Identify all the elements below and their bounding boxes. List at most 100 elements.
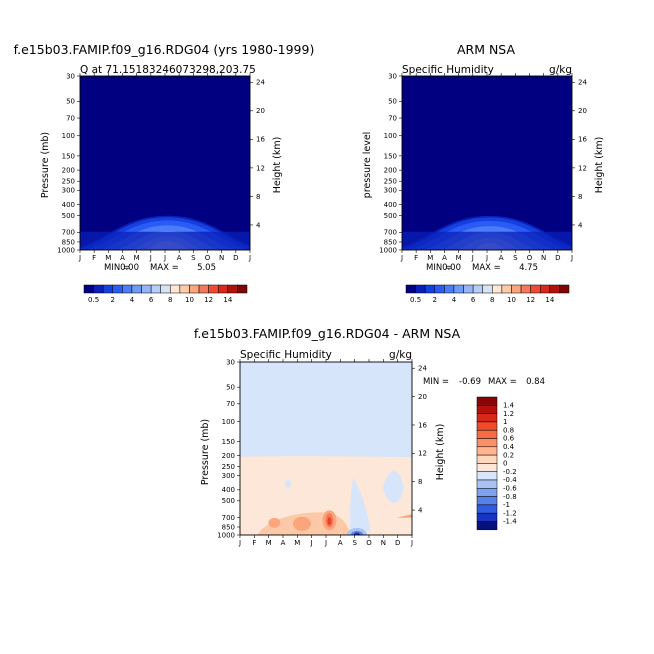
colorbar-label: 1 <box>503 418 507 426</box>
negative-spot <box>285 479 292 488</box>
colorbar-swatch <box>405 284 416 294</box>
colorbar-swatch <box>476 471 498 481</box>
colorbar-swatch <box>476 429 498 439</box>
negative-region <box>382 471 404 503</box>
colorbar-label: 0.4 <box>503 443 515 451</box>
y2-tick-label: 20 <box>256 107 265 115</box>
y-tick-label: 1000 <box>57 246 75 254</box>
panel-subtitle-right: g/kg <box>549 64 572 76</box>
model-panel: f.e15b03.FAMIP.f09_g16.RDG04 (yrs 1980-1… <box>14 42 315 273</box>
panel-subtitle-right: g/kg <box>389 349 412 361</box>
y-tick-label: 70 <box>226 400 235 408</box>
colorbar-swatch <box>511 284 522 294</box>
colorbar-swatch <box>476 479 498 489</box>
y2-tick-label: 4 <box>578 221 583 229</box>
colorbar-swatch <box>476 413 498 423</box>
surface-band <box>80 231 250 250</box>
panel-subtitle-left: Specific Humidity <box>402 64 494 76</box>
colorbar-label: 12 <box>526 296 535 304</box>
colorbar-swatch <box>150 284 161 294</box>
max-value: 4.75 <box>519 263 538 273</box>
colorbar-label: 12 <box>204 296 213 304</box>
panel-subtitle-left: Specific Humidity <box>240 349 332 361</box>
y-tick-label: 400 <box>384 201 397 209</box>
positive-level <box>292 516 311 531</box>
y2-tick-label: 20 <box>578 107 587 115</box>
y-tick-label: 200 <box>222 452 235 460</box>
colorbar-swatch <box>444 284 455 294</box>
x-tick-label: M <box>427 254 433 262</box>
colorbar-label: 8 <box>490 296 494 304</box>
colorbar-label: 0.8 <box>503 426 514 434</box>
x-tick-label: J <box>163 254 166 262</box>
colorbar-swatch <box>170 284 181 294</box>
y2-tick-label: 8 <box>578 193 582 201</box>
y-tick-label: 850 <box>62 238 75 246</box>
negative-region <box>350 477 371 532</box>
x-tick-label: J <box>238 539 241 547</box>
y-tick-label: 500 <box>222 497 235 505</box>
colorbar-label: -0.6 <box>503 485 517 493</box>
colorbar-swatch <box>476 488 498 497</box>
x-tick-label: A <box>338 539 343 547</box>
x-tick-label: O <box>527 254 533 262</box>
y-tick-label: 700 <box>222 514 235 522</box>
y-axis-label-right: Height (km) <box>594 137 605 194</box>
colorbar-swatch <box>472 284 483 294</box>
y-axis-label-right: Height (km) <box>272 137 283 194</box>
x-tick-label: N <box>219 254 224 262</box>
min-label: MIN = <box>423 377 449 387</box>
x-tick-label: J <box>324 539 327 547</box>
colorbar-label: 10 <box>185 296 194 304</box>
colorbar-label: -0.4 <box>503 476 517 484</box>
colorbar-abs-right: 0.5 2 4 6 8 10 12 14 <box>405 284 570 304</box>
surface-band <box>402 231 572 250</box>
y-tick-label: 70 <box>66 114 75 122</box>
x-tick-label: D <box>395 539 400 547</box>
colorbar-abs-left: 0.5 2 4 6 8 10 12 14 <box>83 284 248 304</box>
colorbar-label: 6 <box>471 296 476 304</box>
y2-tick-label: 12 <box>418 450 427 458</box>
panel-title: f.e15b03.FAMIP.f09_g16.RDG04 (yrs 1980-1… <box>14 42 315 57</box>
colorbar-swatch <box>476 521 498 531</box>
colorbar-label: 0.6 <box>503 435 515 443</box>
y-tick-label: 250 <box>384 178 397 186</box>
plot-frame <box>401 75 573 251</box>
max-value: 5.05 <box>197 263 216 273</box>
y2-tick-label: 4 <box>256 221 261 229</box>
x-tick-label: N <box>381 539 386 547</box>
x-tick-label: M <box>134 254 140 262</box>
x-tick-label: S <box>191 254 196 262</box>
y-tick-label: 400 <box>222 486 235 494</box>
colorbar-swatch <box>476 504 498 514</box>
colorbar-swatch <box>559 284 570 294</box>
min-value: 0.00 <box>442 263 461 273</box>
colorbar-swatch <box>501 284 512 294</box>
y-axis-label-right: Height (km) <box>435 424 446 481</box>
colorbar-swatch <box>189 284 200 294</box>
min-value: 0.00 <box>120 263 139 273</box>
colorbar-swatch <box>476 454 498 464</box>
colorbar-label: -1.2 <box>503 509 517 517</box>
colorbar-label: -0.2 <box>503 468 517 476</box>
colorbar-swatch <box>141 284 152 294</box>
x-tick-label: F <box>92 254 96 262</box>
y-tick-label: 700 <box>62 229 75 237</box>
x-tick-label: O <box>366 539 372 547</box>
colorbar-label: 1.2 <box>503 410 514 418</box>
y-tick-label: 100 <box>62 132 75 140</box>
colorbar-swatch <box>131 284 142 294</box>
x-tick-label: A <box>499 254 504 262</box>
colorbar-label: 6 <box>149 296 154 304</box>
colorbar-swatch <box>122 284 133 294</box>
positive-level <box>268 517 281 528</box>
y-tick-label: 200 <box>384 167 397 175</box>
y-tick-label: 1000 <box>217 531 235 539</box>
y-tick-label: 1000 <box>379 246 397 254</box>
colorbar-swatch <box>93 284 104 294</box>
colorbar-swatch <box>434 284 445 294</box>
colorbar-swatch <box>198 284 209 294</box>
y-tick-label: 150 <box>222 438 235 446</box>
y2-tick-label: 16 <box>418 421 427 429</box>
